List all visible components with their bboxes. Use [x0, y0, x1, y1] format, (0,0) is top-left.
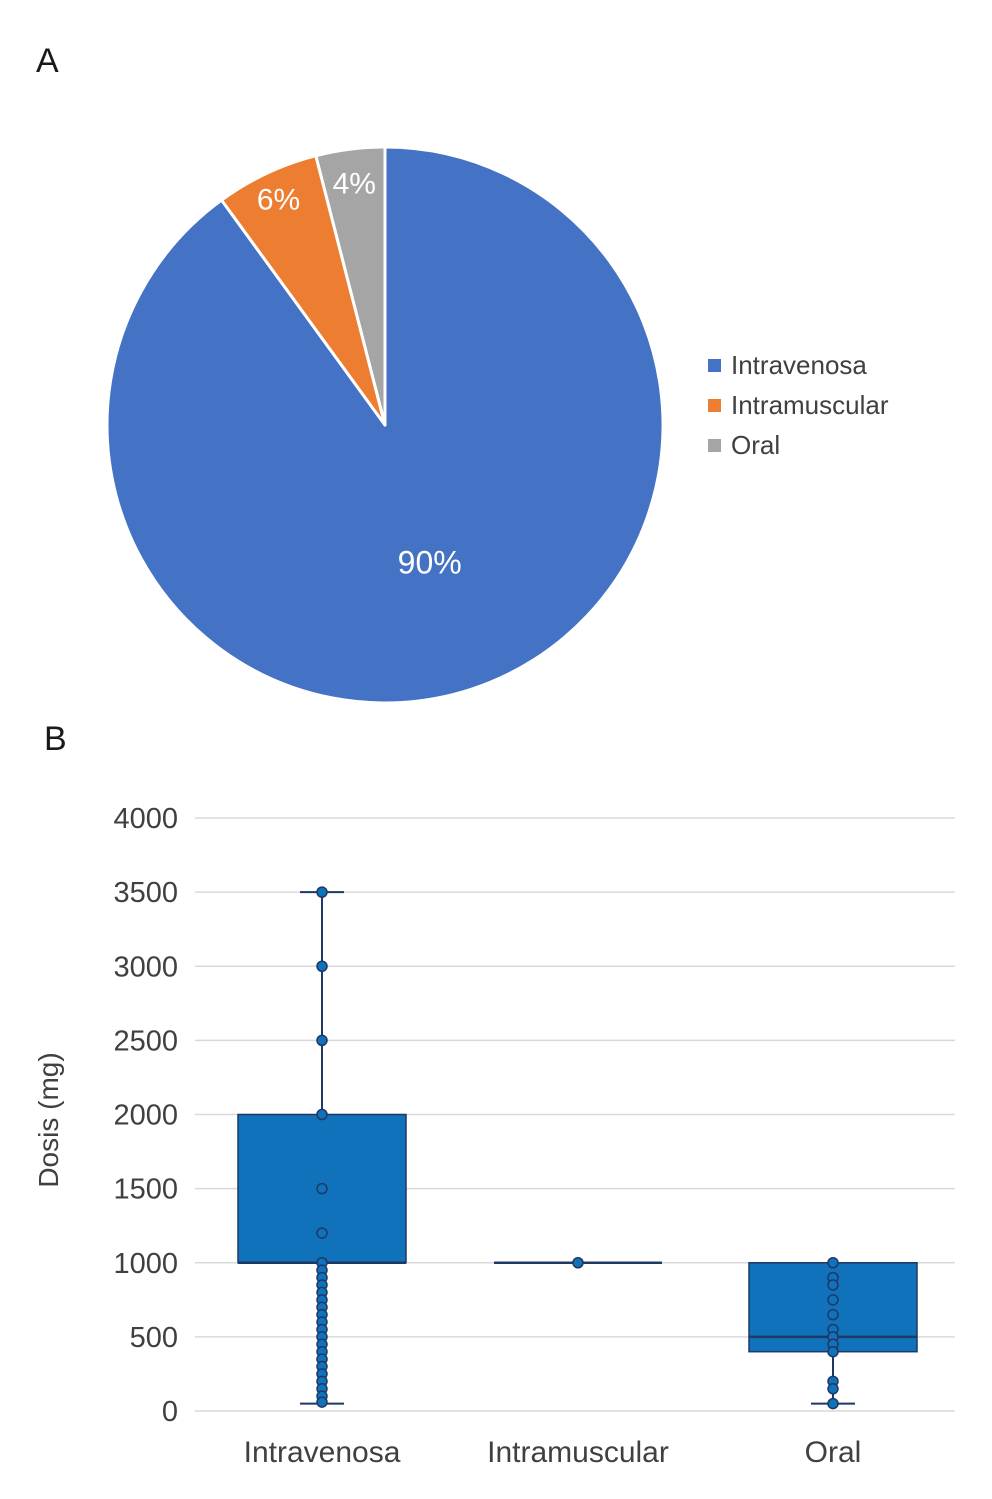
box-plot: 0 500 1000 1500 2000 2500 3000 3500 4000 Dosis (m… — [33, 803, 955, 1469]
data-point — [827, 1308, 839, 1321]
pie-chart: 90% 6% 4% — [105, 145, 665, 705]
data-point — [827, 1279, 839, 1291]
pie-slice-oral — [314, 145, 387, 427]
data-point — [572, 1257, 584, 1269]
y-axis-title: Dosis (mg) — [33, 1052, 64, 1187]
y-tick-label: 0 — [162, 1396, 178, 1428]
data-point — [316, 1396, 328, 1408]
y-tick-label: 2500 — [113, 1025, 178, 1057]
panel-a-label: A — [36, 42, 59, 80]
data-point — [827, 1257, 839, 1269]
y-tick-label: 1500 — [113, 1174, 178, 1206]
legend-swatch-oral — [708, 439, 721, 452]
legend-label-intravenosa: Intravenosa — [731, 350, 867, 380]
panel-b-label: B — [44, 720, 67, 758]
data-point — [316, 1108, 328, 1121]
data-point — [827, 1345, 839, 1358]
y-tick-label: 2000 — [113, 1100, 178, 1132]
data-point — [316, 1034, 328, 1047]
data-point — [827, 1294, 839, 1306]
y-tick-label: 4000 — [113, 803, 178, 835]
data-point — [316, 960, 328, 972]
data-point — [827, 1383, 839, 1395]
pie-data-label-oral: 4% — [333, 167, 376, 200]
data-point — [316, 1227, 328, 1239]
legend-item-oral: Oral — [708, 432, 889, 459]
x-category-label: Intravenosa — [244, 1436, 401, 1469]
y-tick-label: 3000 — [113, 951, 178, 983]
y-tick-label: 1000 — [113, 1248, 178, 1280]
legend-label-intramuscular: Intramuscular — [731, 390, 889, 420]
legend-swatch-intramuscular — [708, 399, 721, 412]
data-point — [316, 886, 328, 898]
pie-legend: Intravenosa Intramuscular Oral — [708, 352, 889, 459]
data-point — [827, 1397, 839, 1410]
x-category-label: Oral — [805, 1436, 862, 1469]
data-point — [316, 1182, 328, 1195]
y-tick-label: 3500 — [113, 877, 178, 909]
pie-data-label-intravenosa: 90% — [398, 545, 462, 581]
y-tick-label: 500 — [130, 1322, 178, 1354]
legend-label-oral: Oral — [731, 430, 781, 460]
legend-item-intravenosa: Intravenosa — [708, 352, 889, 379]
legend-item-intramuscular: Intramuscular — [708, 392, 889, 419]
x-category-label: Intramuscular — [487, 1436, 669, 1469]
legend-swatch-intravenosa — [708, 359, 721, 372]
pie-data-label-intramuscular: 6% — [257, 184, 300, 217]
